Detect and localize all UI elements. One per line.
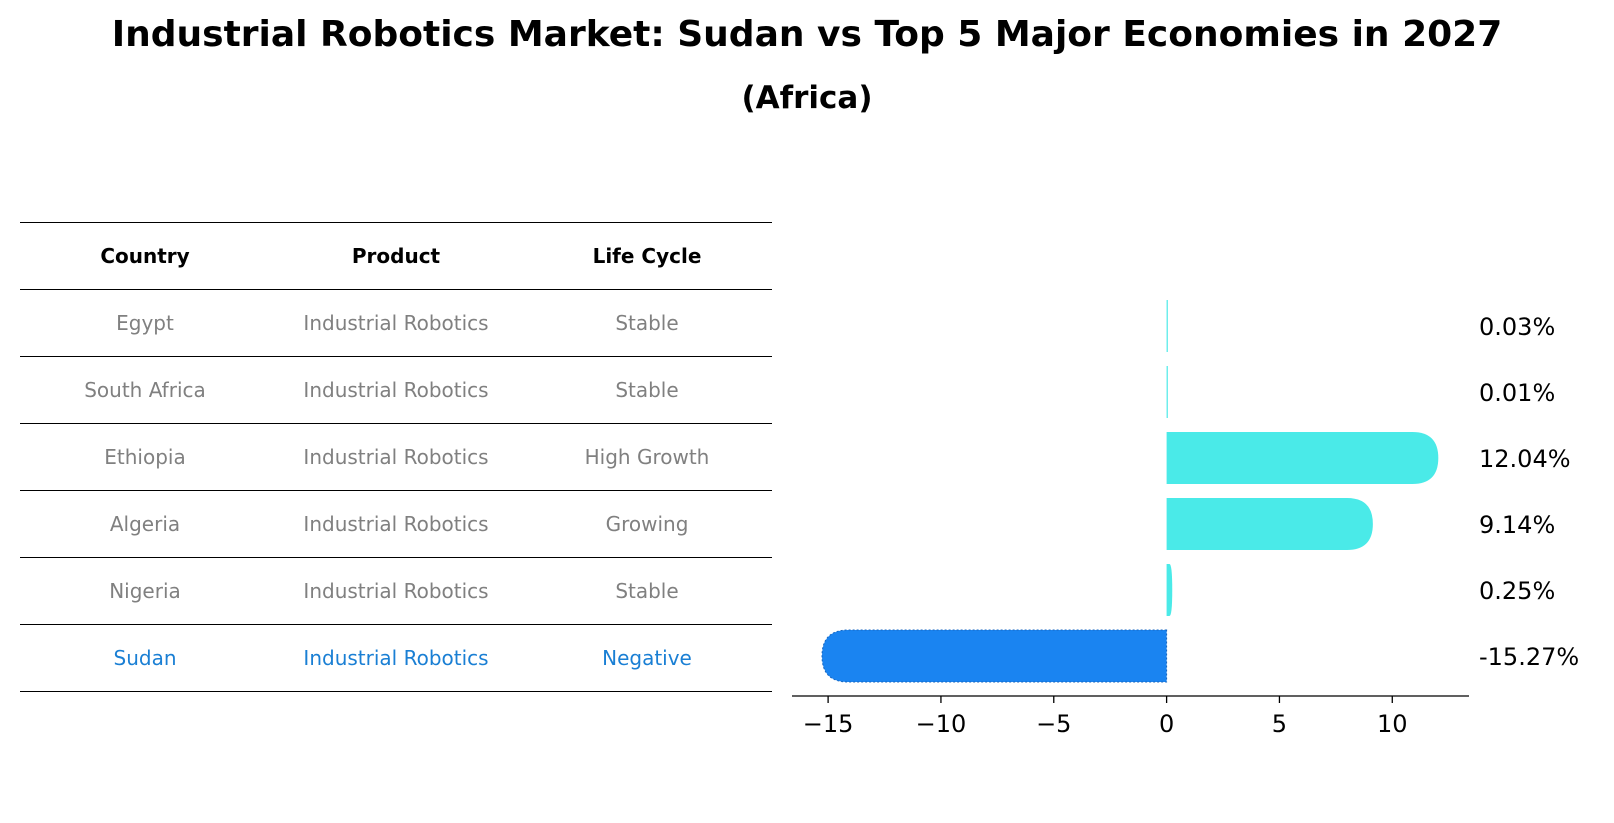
cell-life-cycle: Stable — [522, 289, 772, 357]
cell-life-cycle: High Growth — [522, 423, 772, 491]
value-label: -15.27% — [1479, 643, 1579, 671]
cell-product: Industrial Robotics — [270, 356, 522, 424]
chart-subtitle: (Africa) — [741, 80, 873, 116]
cell-product: Industrial Robotics — [270, 490, 522, 558]
cell-life-cycle: Stable — [522, 557, 772, 625]
bar-egypt — [1166, 300, 1168, 352]
cell-life-cycle: Negative — [522, 624, 772, 692]
cell-product: Industrial Robotics — [270, 557, 522, 625]
cell-product: Industrial Robotics — [270, 423, 522, 491]
header-product: Product — [270, 222, 522, 290]
bar-nigeria — [1166, 564, 1173, 616]
cell-country: Ethiopia — [20, 423, 270, 491]
table-row: Egypt Industrial Robotics Stable — [20, 289, 772, 357]
table-row-highlight: Sudan Industrial Robotics Negative — [20, 624, 772, 692]
chart-title: Industrial Robotics Market: Sudan vs Top… — [111, 14, 1503, 55]
table-header-row: Country Product Life Cycle — [20, 222, 772, 290]
header-country: Country — [20, 222, 270, 290]
cell-product: Industrial Robotics — [270, 624, 522, 692]
value-label: 9.14% — [1479, 511, 1555, 539]
x-tick-label: 5 — [1272, 710, 1287, 738]
cell-country: Algeria — [20, 490, 270, 558]
x-tick-label: −10 — [916, 710, 967, 738]
table-row: Nigeria Industrial Robotics Stable — [20, 557, 772, 625]
cell-life-cycle: Growing — [522, 490, 772, 558]
value-label: 0.01% — [1479, 379, 1555, 407]
header-life-cycle: Life Cycle — [522, 222, 772, 290]
bar-south-africa — [1166, 366, 1168, 418]
cell-country: Egypt — [20, 289, 270, 357]
cell-life-cycle: Stable — [522, 356, 772, 424]
life-cycle-table: Country Product Life Cycle Egypt Industr… — [20, 222, 772, 692]
cell-country: Nigeria — [20, 557, 270, 625]
value-label: 0.03% — [1479, 313, 1555, 341]
x-tick-label: 10 — [1377, 710, 1408, 738]
cell-product: Industrial Robotics — [270, 289, 522, 357]
country-table: Country Product Life Cycle Egypt Industr… — [20, 222, 772, 692]
value-label: 12.04% — [1479, 445, 1571, 473]
x-tick-label: −15 — [803, 710, 854, 738]
value-label: 0.25% — [1479, 577, 1555, 605]
table-row: Algeria Industrial Robotics Growing — [20, 490, 772, 558]
bar-algeria — [1166, 498, 1373, 550]
bar-ethiopia — [1166, 432, 1439, 484]
cell-country: Sudan — [20, 624, 270, 692]
x-tick-label: −5 — [1036, 710, 1071, 738]
x-tick-label: 0 — [1159, 710, 1174, 738]
table-row: South Africa Industrial Robotics Stable — [20, 356, 772, 424]
table-row: Ethiopia Industrial Robotics High Growth — [20, 423, 772, 491]
bar-sudan — [821, 629, 1168, 683]
cell-country: South Africa — [20, 356, 270, 424]
